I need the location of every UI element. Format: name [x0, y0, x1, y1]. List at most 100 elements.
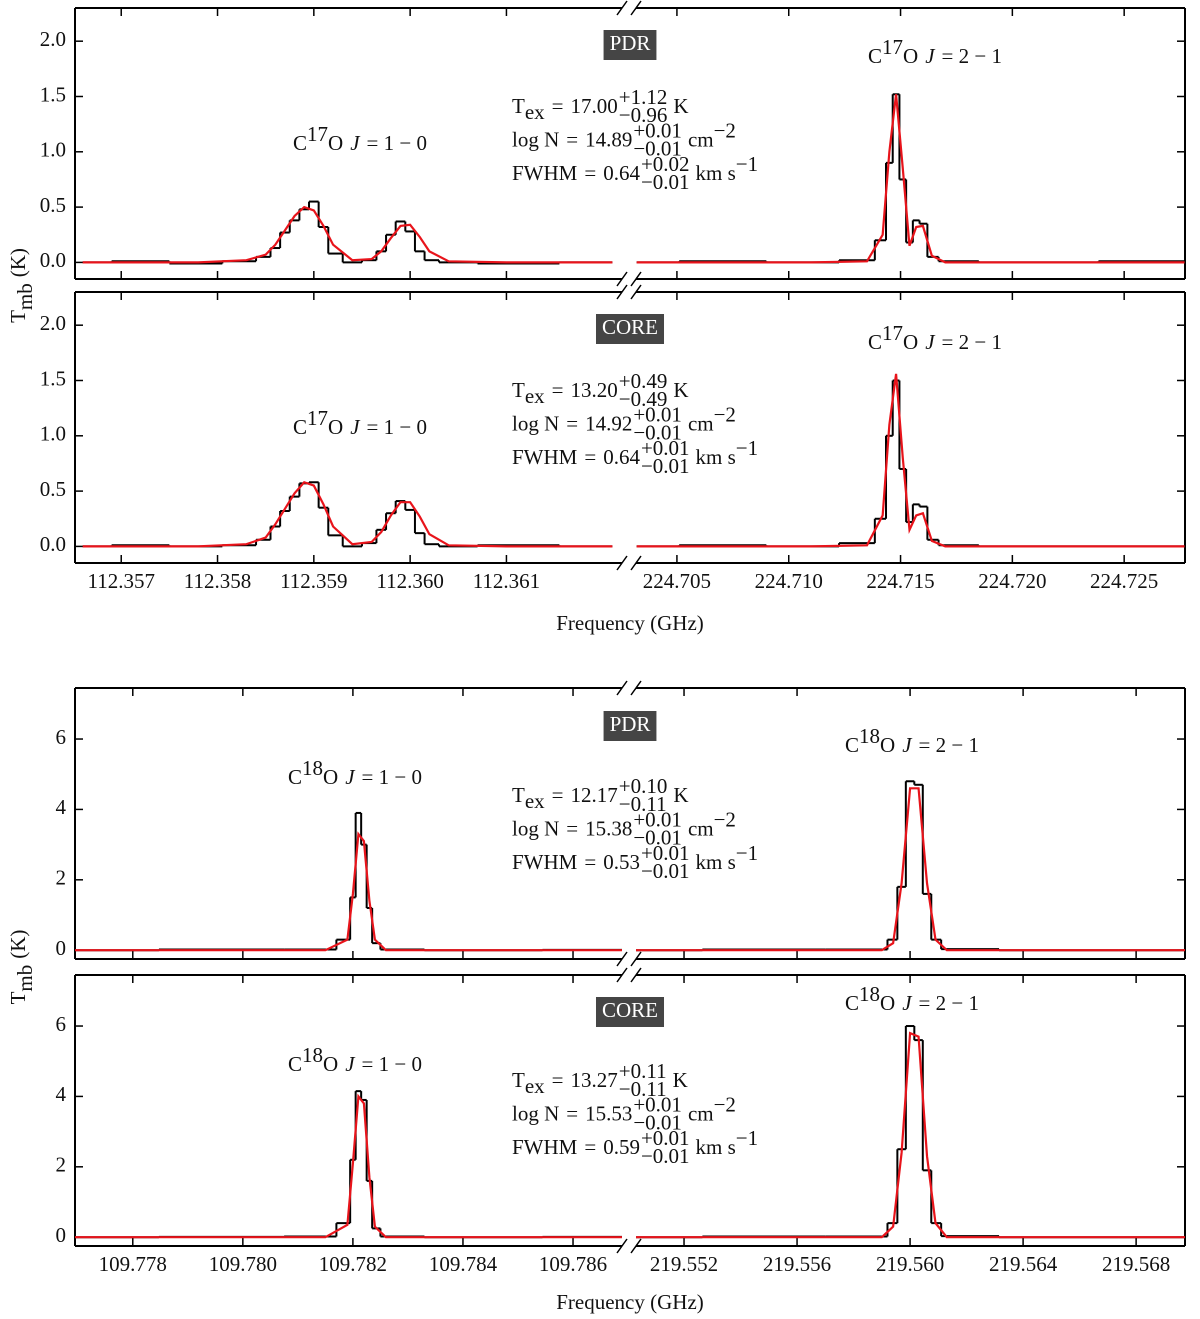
fit-parameter-part: km s: [696, 445, 736, 469]
fit-parameter-part: K: [673, 783, 688, 807]
line-label-part: O: [903, 44, 918, 68]
x-tick-label: 112.361: [473, 569, 540, 593]
fit-parameter-part: =: [552, 378, 564, 402]
fit-line: [636, 94, 1185, 264]
line-label-part: 17: [882, 35, 903, 59]
fit-parameter: log N = 14.89 +0.01−0.01 cm −2: [512, 118, 736, 160]
fit-parameter-part: FWHM: [512, 1135, 578, 1159]
fit-parameter-part: 15.38: [585, 816, 632, 840]
step-riser: [157, 812, 544, 951]
fit-parameter-part: cm: [688, 816, 714, 840]
y-label-part: (K): [6, 248, 30, 277]
axis-break: [616, 680, 628, 696]
axis-break: [616, 967, 628, 983]
x-tick-label: 219.568: [1102, 1252, 1170, 1276]
fit-parameter-part: =: [566, 1101, 578, 1125]
y-label-part: mb: [13, 283, 37, 310]
fit-parameter-sup: +0.01: [641, 841, 690, 865]
fit-parameter-sub: −0.01: [633, 420, 682, 444]
fit-parameter-part: FWHM: [512, 850, 578, 874]
fit-parameter-sub: −0.01: [641, 454, 690, 478]
axis-break: [616, 0, 628, 16]
fit-parameter-sub: −0.01: [641, 1144, 690, 1168]
fit-parameter-sup: +0.11: [619, 1059, 667, 1083]
x-tick-label: 109.786: [539, 1252, 607, 1276]
fit-parameter-part: =: [566, 816, 578, 840]
y-tick-label: 0: [56, 1223, 67, 1247]
fit-parameter-part: 14.92: [585, 411, 632, 435]
y-tick-label: 4: [56, 795, 67, 819]
fit-parameter-part: ex: [525, 100, 545, 124]
line-label-part: = 1 − 0: [362, 765, 422, 789]
fit-parameter-part: 13.27: [571, 1068, 618, 1092]
line-label-part: = 2 − 1: [919, 991, 979, 1015]
fit-parameter-part: cm: [688, 411, 714, 435]
fit-parameter-sub: −0.96: [619, 103, 668, 127]
x-tick-label: 112.357: [87, 569, 154, 593]
fit-parameter-part: ex: [525, 384, 545, 408]
fit-parameter-sup: +0.02: [641, 152, 690, 176]
line-label-part: O: [880, 733, 895, 757]
x-tick-label: 224.720: [978, 569, 1046, 593]
x-axis-label: Frequency (GHz): [556, 611, 704, 635]
x-tick-label: 224.725: [1090, 569, 1158, 593]
line-label-part: C: [845, 991, 859, 1015]
region-label: PDR: [610, 31, 651, 55]
fit-parameter-part: =: [566, 411, 578, 435]
line-label-part: = 2 − 1: [942, 44, 1002, 68]
line-label: C 17 O J = 2 − 1: [868, 35, 1002, 68]
x-tick-label: 219.556: [763, 1252, 831, 1276]
axis-break: [630, 951, 642, 967]
line-label-part: 18: [859, 982, 880, 1006]
fit-parameter-part: =: [584, 1135, 596, 1159]
x-tick-label: 112.358: [184, 569, 251, 593]
y-tick-label: 0.0: [40, 532, 66, 556]
fit-parameter-part: 14.89: [585, 127, 632, 151]
line-label-part: = 2 − 1: [919, 733, 979, 757]
y-tick-label: 2: [56, 1153, 67, 1177]
line-label-part: 18: [859, 724, 880, 748]
fit-parameter-sup: +0.01: [633, 118, 682, 142]
fit-parameter-sup: +0.01: [633, 1092, 682, 1116]
fit-parameter-sup: +1.12: [619, 85, 668, 109]
line-label-part: J: [350, 415, 361, 439]
fit-parameter-sup: +0.10: [619, 774, 668, 798]
step-riser: [678, 380, 980, 547]
fit-parameter-part: =: [552, 1068, 564, 1092]
fit-parameter-part: 0.59: [603, 1135, 640, 1159]
axis-break: [616, 951, 628, 967]
region-label: PDR: [610, 712, 651, 736]
y-axis-label: Tmb (K): [6, 248, 37, 323]
region-box: [595, 997, 665, 1027]
fit-parameter-part: FWHM: [512, 445, 578, 469]
y-label-part: T: [6, 991, 30, 1004]
step-riser: [110, 482, 561, 547]
x-tick-label: 109.780: [209, 1252, 277, 1276]
step-riser: [678, 94, 1100, 263]
axis-break: [616, 271, 628, 287]
fit-parameter-part: log N: [512, 127, 559, 151]
y-axis-label: Tmb (K): [6, 930, 37, 1005]
fit-line: [75, 831, 622, 952]
fit-parameter: FWHM = 0.64 +0.02−0.01 km s −1: [512, 152, 758, 194]
x-tick-label: 224.705: [643, 569, 711, 593]
axis-break: [630, 271, 642, 287]
fit-parameter-sub: −0.01: [633, 1110, 682, 1134]
y-tick-label: 0.5: [40, 477, 66, 501]
fit-parameter-part: −1: [736, 841, 758, 865]
fit-parameter-part: log N: [512, 816, 559, 840]
line-label-part: C: [293, 415, 307, 439]
fit-parameter-part: −1: [736, 436, 758, 460]
fit-line: [636, 1031, 1185, 1239]
line-label-part: 17: [307, 122, 328, 146]
fit-parameter-part: T: [512, 783, 525, 807]
fit-parameter-part: =: [584, 850, 596, 874]
y-tick-label: 4: [56, 1082, 67, 1106]
fit-line: [75, 1093, 622, 1239]
fit-parameter-sup: +0.01: [641, 1126, 690, 1150]
x-axis-label: Frequency (GHz): [556, 1290, 704, 1314]
fit-line: [636, 787, 1185, 952]
fit-parameter-part: T: [512, 378, 525, 402]
y-tick-label: 1.0: [40, 138, 66, 162]
